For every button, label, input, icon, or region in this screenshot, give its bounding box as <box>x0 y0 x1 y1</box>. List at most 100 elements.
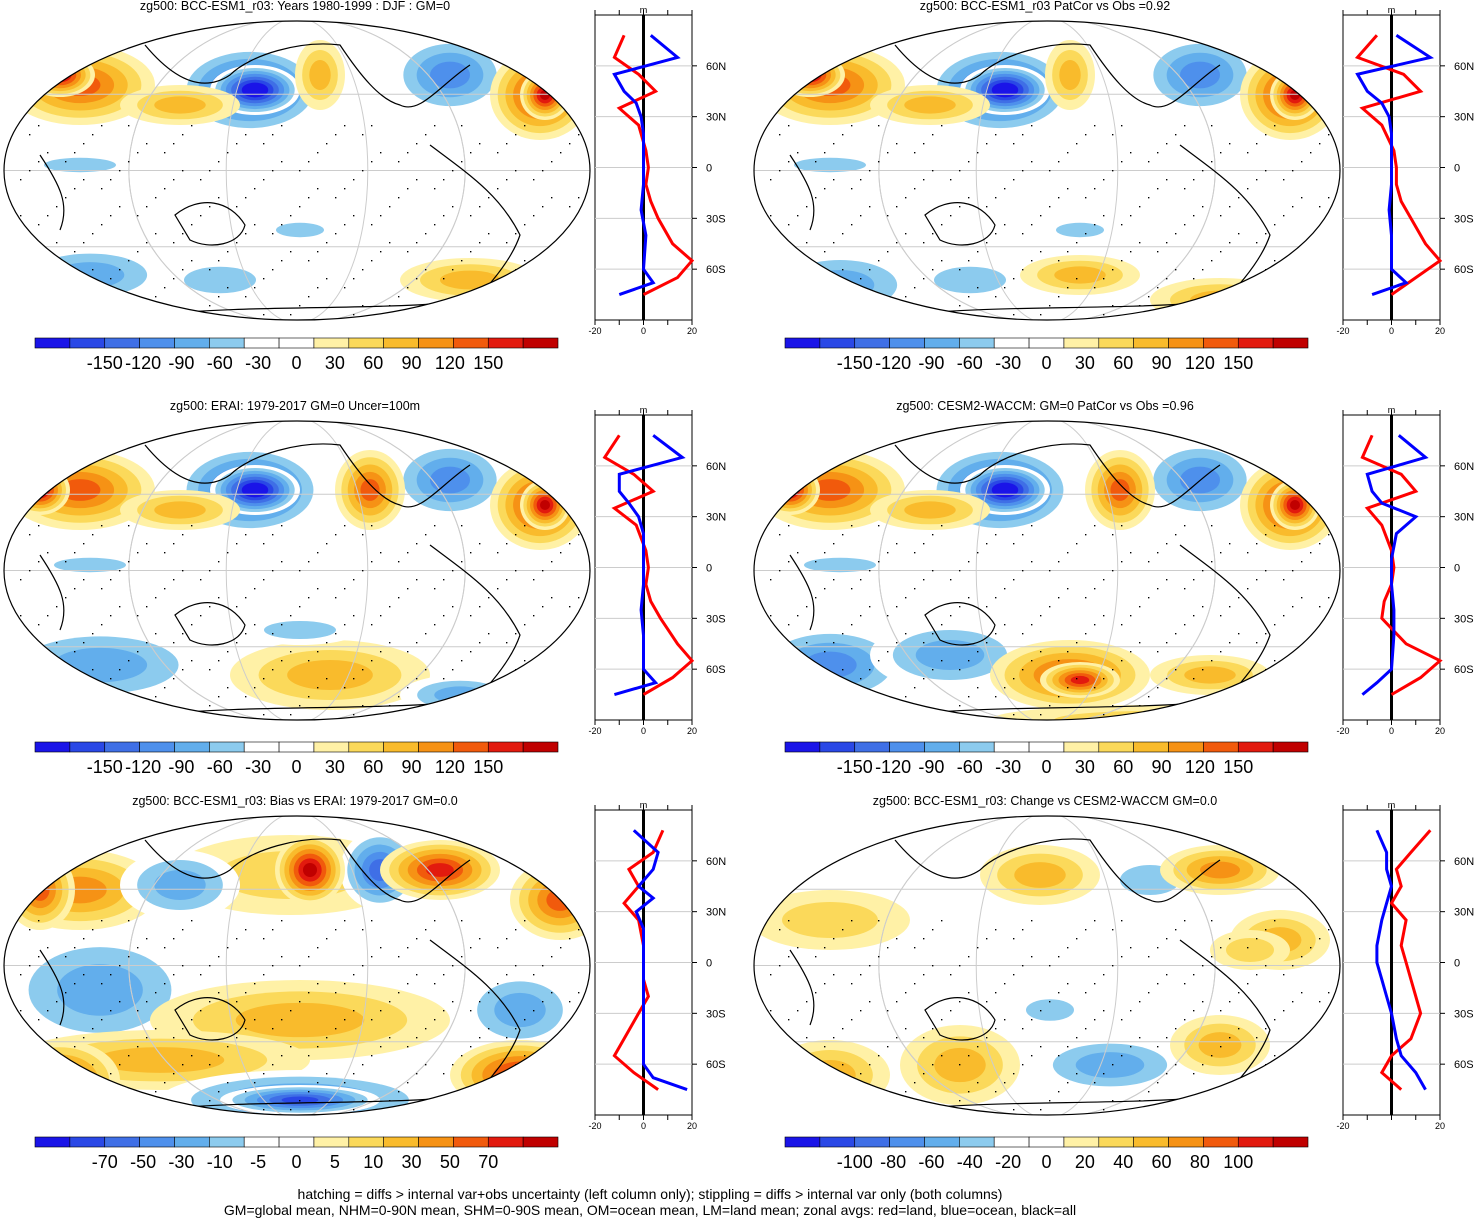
colorbar-tick-label: 90 <box>402 353 422 373</box>
colorbar-swatch <box>313 1136 350 1148</box>
colorbar-swatch <box>854 741 890 753</box>
colorbar-swatch <box>139 1136 175 1148</box>
colorbar-tick-label: 0 <box>291 1152 301 1172</box>
colorbar-tick-label: -30 <box>245 353 271 373</box>
colorbar-tick-label: 70 <box>478 1152 498 1172</box>
anomaly-blob-15 <box>493 1061 547 1089</box>
map-panel-2: zg500: BCC-ESM1_r03 PatCor vs Obs =0.92 <box>753 0 1341 321</box>
zonal-land-line <box>612 34 695 296</box>
anomaly-blob-12 <box>1226 938 1274 962</box>
zonal-ytick-label: 30N <box>706 112 726 124</box>
colorbar-swatch <box>348 1136 384 1148</box>
zonal-land-line <box>602 434 695 696</box>
zonal-ytick-label: 0 <box>706 563 712 575</box>
anomaly-blob-16 <box>32 1061 88 1099</box>
colorbar-swatch <box>924 337 960 349</box>
colorbar-tick-label: -120 <box>875 353 911 373</box>
map-field <box>4 21 590 320</box>
zonal-xtick-label: -20 <box>588 726 601 736</box>
zonal-ytick-label: 0 <box>1454 163 1460 175</box>
anomaly-blob-16 <box>1054 711 1246 720</box>
zonal-ytick-label: 60S <box>1454 264 1474 276</box>
colorbar-tick-label: 120 <box>435 353 465 373</box>
colorbar-tick-label: -60 <box>918 1152 944 1172</box>
zonal-ytick-label: 60N <box>1454 61 1474 73</box>
anomaly-blob-11 <box>55 262 125 288</box>
colorbar-tick-label: -90 <box>168 757 194 777</box>
longitude-gridline <box>878 816 1216 1115</box>
colorbar-tick-label: -60 <box>207 353 233 373</box>
colorbar-swatch <box>104 741 140 753</box>
colorbar-swatch <box>383 1136 419 1148</box>
colorbar-swatch <box>174 1136 210 1148</box>
colorbar-tick-label: -100 <box>837 1152 873 1172</box>
colorbar-swatch <box>1237 337 1274 349</box>
anomaly-blob-1 <box>809 479 851 501</box>
map-outline <box>753 20 1341 321</box>
map-outline <box>3 20 591 321</box>
colorbar-swatch <box>854 1136 890 1148</box>
colorbar-swatch <box>1098 741 1134 753</box>
colorbar-swatch <box>209 1136 245 1148</box>
anomaly-blob-13 <box>1054 266 1106 284</box>
colorbar-swatch <box>34 1136 71 1148</box>
zonal-ytick-label: 0 <box>706 958 712 970</box>
zonal-ytick-label: 60N <box>706 856 726 868</box>
zonal-xtick-label: 20 <box>1435 326 1445 336</box>
anomaly-blob-11 <box>782 260 898 310</box>
anomaly-blob-8 <box>154 501 206 519</box>
longitude-gridline <box>225 421 369 720</box>
anomaly-blob-10 <box>54 557 126 573</box>
anomaly-blob-10 <box>804 557 876 573</box>
anomaly-blob-10 <box>794 157 866 173</box>
zonal-ytick-label: 30S <box>706 613 726 625</box>
anomaly-blob-2 <box>798 67 822 83</box>
colorbar-swatch <box>243 337 280 349</box>
zonal-xtick-label: 20 <box>687 326 697 336</box>
colorbar-swatch <box>784 741 821 753</box>
anomaly-blob-9 <box>57 964 143 1016</box>
colorbar-tick-label: -10 <box>207 1152 233 1172</box>
colorbar-swatch <box>487 1136 524 1148</box>
colorbar-swatch <box>418 741 454 753</box>
map-field <box>4 816 590 1115</box>
colorbar-swatch <box>1098 1136 1134 1148</box>
colorbar-tick-label: -80 <box>880 1152 906 1172</box>
colorbar-tick-label: -60 <box>957 353 983 373</box>
zonal-xtick-label: -20 <box>1336 326 1349 336</box>
colorbar-swatch <box>348 337 384 349</box>
colorbar-tick-label: -30 <box>168 1152 194 1172</box>
colorbar-tick-label: -70 <box>92 1152 118 1172</box>
colorbar-swatch <box>34 741 71 753</box>
anomaly-blob-2 <box>780 481 800 499</box>
colorbar-swatch <box>313 337 350 349</box>
colorbar-swatch <box>1133 741 1169 753</box>
colorbar-tick-label: 60 <box>1152 1152 1172 1172</box>
colorbar-tick-label: 0 <box>1041 1152 1051 1172</box>
colorbar-tick-label: 120 <box>435 757 465 777</box>
colorbar-tick-label: -90 <box>918 757 944 777</box>
colorbar-swatch <box>453 741 489 753</box>
anomaly-blob-12 <box>915 640 985 670</box>
colorbar-tick-label: 30 <box>325 353 345 373</box>
colorbar-swatch <box>1063 741 1100 753</box>
colorbar-swatch <box>1237 1136 1274 1148</box>
anomaly-blob-11 <box>52 647 148 683</box>
map-panel-1: zg500: BCC-ESM1_r03: Years 1980-1999 : D… <box>3 0 591 321</box>
anomaly-blob-2 <box>784 485 796 495</box>
zonal-ytick-label: 30N <box>706 907 726 919</box>
colorbar-tick-label: 60 <box>363 757 383 777</box>
coastlines <box>39 43 521 316</box>
anomaly-blob-5 <box>1180 61 1220 89</box>
colorbar-swatch <box>418 1136 454 1148</box>
map-outline <box>753 815 1341 1116</box>
anomaly-blob-16 <box>10 1047 110 1113</box>
footer-hatching-note: hatching = diffs > internal var+obs unce… <box>297 1186 1003 1202</box>
colorbar-tick-label: 90 <box>1152 757 1172 777</box>
anomaly-blob-9 <box>360 479 380 501</box>
colorbar-tick-label: 150 <box>1223 353 1253 373</box>
anomaly-blob-12 <box>934 266 1006 294</box>
zonal-ytick-label: 60S <box>706 1059 726 1071</box>
